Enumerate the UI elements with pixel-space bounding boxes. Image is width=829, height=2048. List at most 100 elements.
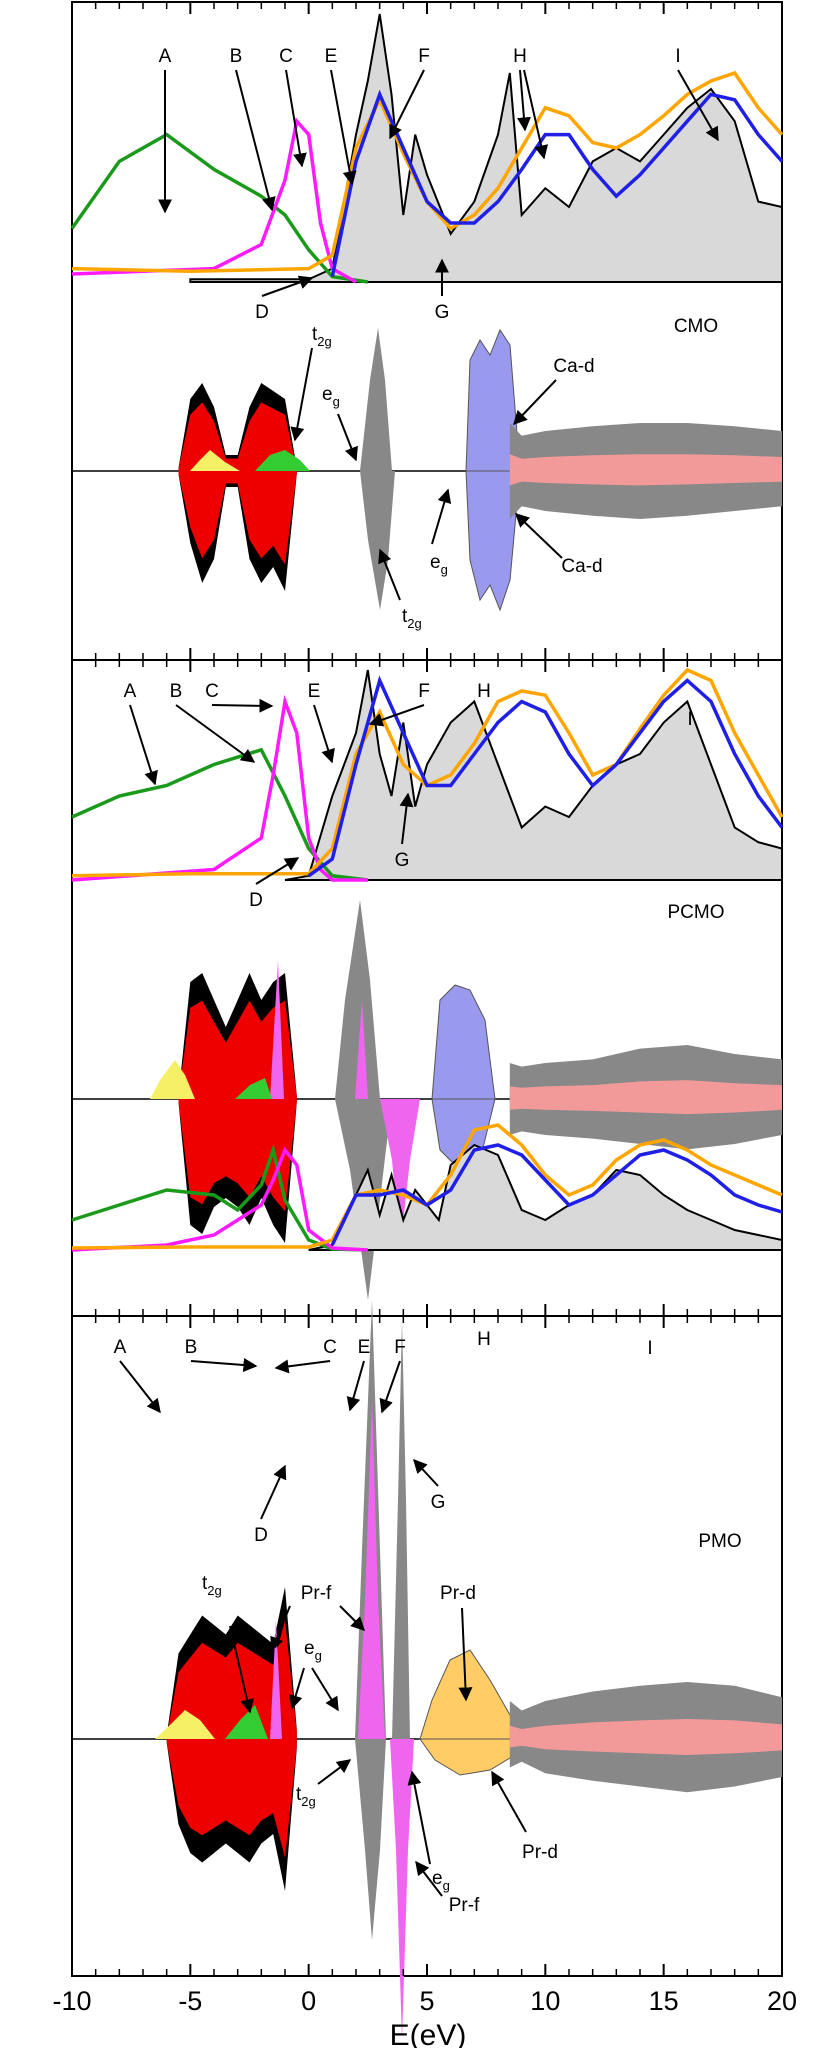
absorption-orange-pcmo [71,667,784,878]
peak-label-h-pmo: H [477,1329,491,1350]
orbital-arrow-eg-down-cmo [431,488,452,545]
pr-f-label-down-pmo: Pr-f [449,1895,480,1916]
dos-mnd-up-pmo [166,1620,297,1739]
peak-label-a-pcmo: A [124,681,137,702]
x-tick-label: 5 [419,1986,434,2016]
pr-f-label-up-pmo: Pr-f [301,1583,332,1604]
dos-ca-up-pcmo [431,984,496,1100]
material-label-cmo: CMO [674,316,718,337]
dos-grey2-up-pmo [392,1320,410,1739]
x-tick-label: 10 [530,1986,560,2016]
peak-arrow-f-pcmo [368,704,425,727]
peak-label-d-cmo: D [255,302,269,323]
absorption-magenta-cmo [71,117,357,284]
peak-label-e-pmo: E [358,1337,371,1358]
peak-label-c-pcmo: C [205,681,219,702]
panel-pcmo [71,667,784,1300]
dos-pcmo [150,900,782,1300]
peak-arrow2-h-cmo [523,69,549,160]
dos-prd-down-pmo [419,1738,526,1776]
orbital-arrow-eg-up2-pmo [311,1667,339,1712]
peak-arrow-b-pcmo [175,704,256,763]
peak-label-b-cmo: B [230,46,243,67]
annotations: A B C D E F G H I A B C D E F G H I A B C D E F G H I CMO PCMO PMO Ca-… [114,46,742,1916]
orbital-arrow-t2g-down-pmo [317,1759,352,1785]
absorption-magenta-pcmo [71,694,368,882]
pr-f-arrow-down-pmo [415,1860,443,1897]
spectra-cmo [70,13,784,284]
orbital-label-t2g-up-pmo: t2g [202,1573,222,1598]
absorption-blue-pmo [330,1143,783,1246]
peak-label-e-pcmo: E [308,681,321,702]
x-axis-label: E(eV) [390,2019,467,2048]
orbital-arrow-t2g-up-pmo [229,1625,254,1714]
ca-d-label-up-cmo: Ca-d [553,356,594,377]
x-tick-label: -5 [178,1986,202,2016]
spectra-pcmo [71,667,784,882]
absorption-blue-pcmo [307,675,784,878]
peak-label-a-cmo: A [159,46,172,67]
orbital-label-eg-down-cmo: eg [430,552,448,577]
peak-arrow-h-cmo [516,69,531,132]
peak-label-c-pmo: C [323,1337,337,1358]
dos-op2-up-cmo [255,450,310,471]
peak-arrow-f-cmo [389,69,425,140]
peak-label-f-pmo: F [394,1337,406,1358]
pr-f-arrow-left-pmo [270,1605,291,1652]
dos-mnd-down-cmo [178,471,297,565]
spectra-pmo [71,1123,783,1252]
ca-d-arrow-down-cmo [514,513,563,559]
peak-label-b-pcmo: B [170,681,183,702]
orbital-label-t2g-down-pmo: t2g [296,1784,316,1809]
peak-label-g-pmo: G [431,1492,446,1513]
peak-label-i-cmo: I [675,46,680,67]
dos-op-up-pmo [155,1710,215,1739]
dos-cmo [178,328,782,612]
dos-grey-up-pcmo [335,900,380,1099]
dos-prf2-up-pcmo [355,1000,368,1099]
dos-pink-tail-cmo [509,454,782,486]
calculated-area-pcmo [284,669,783,881]
peak-label-h-pcmo: H [477,681,491,702]
peak-label-e-cmo: E [325,46,338,67]
pr-d-label-down-pmo: Pr-d [522,1842,558,1863]
peak-label-g-cmo: G [435,302,450,323]
orbital-arrow-eg-up-pmo [288,1667,305,1710]
dos-grey-down-pmo [355,1739,386,1940]
ca-d-label-down-cmo: Ca-d [561,556,602,577]
material-label-pmo: PMO [698,1531,741,1552]
peak-arrow-c-cmo [285,69,307,168]
dos-prf-down-pmo [390,1739,414,2040]
dos-op-up-pcmo [150,1060,195,1099]
peak-label-f-cmo: F [418,46,430,67]
dos-pink-tail-pmo [509,1719,782,1755]
dos-prf-up-pcmo [270,960,284,1099]
peak-label-i-pmo: I [647,1338,652,1359]
dos-mnd-up-pcmo [178,1000,297,1099]
dos-grey-up-cmo [360,328,392,471]
dos-prf-down-pcmo [380,1099,420,1250]
pr-d-label-up-pmo: Pr-d [440,1583,476,1604]
dos-op2-up-pcmo [235,1078,272,1099]
peak-label-h-cmo: H [513,46,527,67]
peak-arrow-d-pcmo [255,857,300,885]
orbital-arrow-eg-up-cmo [337,413,358,462]
dos-pmo [155,1300,782,2040]
pr-f-arrow-right-pmo [339,1605,365,1631]
peak-label-c-cmo: C [279,46,293,67]
peak-arrow-d-pmo [260,1464,287,1520]
ca-d-arrow-up-cmo [513,379,557,426]
orbital-label-t2g-up-cmo: t2g [312,324,332,349]
orbital-label-eg-up-cmo: eg [322,384,340,409]
orbital-arrow-t2g-down-cmo [378,548,401,601]
peak-label-d-pmo: D [254,1525,268,1546]
dos-mnd-down-pmo [166,1739,297,1858]
peak-label-b-pmo: B [185,1337,198,1358]
dos-mnd-down-pcmo [178,1099,297,1212]
x-tick-label: 15 [649,1986,679,2016]
peak-label-f-pcmo: F [418,681,430,702]
peak-arrow-e-pmo [346,1360,365,1412]
peak-label-a-pmo: A [114,1337,127,1358]
material-label-pcmo: PCMO [668,902,725,923]
